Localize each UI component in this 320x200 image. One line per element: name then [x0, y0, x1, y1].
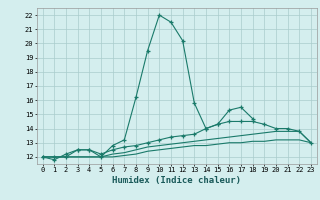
X-axis label: Humidex (Indice chaleur): Humidex (Indice chaleur): [112, 176, 241, 185]
